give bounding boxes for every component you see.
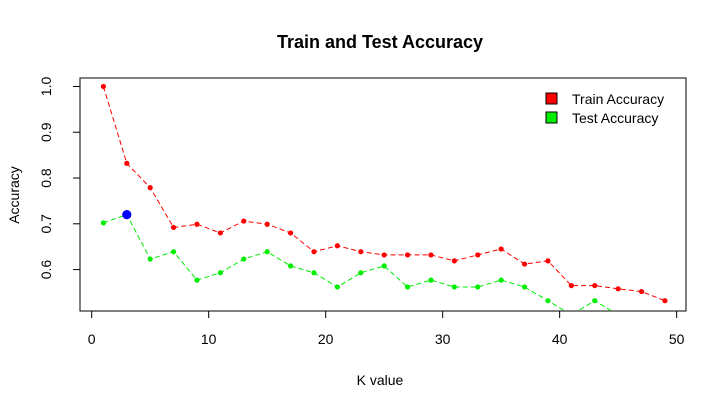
data-point (217, 230, 223, 236)
data-point (569, 312, 574, 317)
data-point (615, 286, 621, 292)
data-point (358, 249, 364, 255)
x-tick-label: 10 (201, 331, 217, 347)
x-axis: 0 10 20 30 40 50 (88, 310, 685, 347)
x-axis-label: K value (357, 372, 404, 388)
legend-label-test: Test Accuracy (572, 110, 658, 126)
y-axis-label: Accuracy (6, 166, 22, 224)
data-point (662, 298, 668, 304)
y-tick-label: 0.7 (38, 214, 54, 234)
x-tick-label: 30 (435, 331, 451, 347)
data-point (264, 221, 270, 227)
data-point (147, 256, 153, 262)
data-point (264, 249, 270, 255)
series-test (100, 212, 667, 317)
y-tick-label: 0.6 (38, 260, 54, 280)
x-tick-label: 0 (88, 331, 96, 347)
data-point (545, 298, 551, 304)
data-point (404, 284, 411, 290)
data-point (311, 270, 317, 276)
legend-swatch-test (545, 111, 558, 124)
y-tick-label: 0.9 (38, 122, 54, 142)
data-point (194, 221, 200, 227)
legend-swatch-train (545, 92, 558, 105)
data-point (241, 256, 247, 262)
series-layer (100, 83, 668, 317)
y-axis: 0.6 0.7 0.8 0.9 1.0 (38, 77, 81, 280)
series-train (100, 83, 668, 304)
data-point (428, 277, 434, 283)
data-point (147, 185, 153, 191)
chart-title: Train and Test Accuracy (277, 32, 483, 52)
x-tick-label: 40 (552, 331, 568, 347)
data-point (545, 258, 551, 264)
data-point (287, 230, 294, 236)
y-tick-label: 0.8 (38, 168, 54, 188)
legend-label-train: Train Accuracy (572, 91, 664, 107)
data-point (592, 298, 598, 304)
data-point (498, 277, 504, 283)
data-point (428, 252, 434, 258)
data-point (451, 258, 457, 264)
data-point (521, 261, 528, 267)
data-point (334, 243, 340, 249)
y-tick-label: 1.0 (38, 77, 54, 97)
data-point (170, 249, 177, 255)
data-point (639, 312, 644, 317)
data-point (498, 246, 504, 252)
data-point (521, 284, 528, 290)
data-point (475, 284, 481, 290)
data-point (592, 282, 598, 289)
data-point (451, 284, 457, 290)
x-tick-label: 20 (318, 331, 334, 347)
data-point (568, 282, 574, 289)
data-point (381, 263, 387, 269)
legend: Train Accuracy Test Accuracy (545, 91, 664, 126)
data-point (381, 252, 387, 258)
data-point (616, 312, 621, 317)
data-point (100, 83, 106, 90)
data-point (124, 160, 130, 166)
data-point (100, 220, 106, 226)
data-point (194, 277, 200, 283)
highlight-point (122, 210, 132, 220)
data-point (311, 249, 317, 255)
data-point (475, 252, 481, 258)
data-point (287, 263, 294, 269)
data-point (358, 270, 364, 276)
data-point (638, 288, 645, 295)
data-point (241, 218, 247, 224)
data-point (170, 224, 177, 231)
x-tick-label: 50 (669, 331, 685, 347)
data-point (404, 252, 411, 258)
data-point (662, 312, 667, 317)
data-point (334, 284, 340, 290)
data-point (217, 270, 223, 276)
